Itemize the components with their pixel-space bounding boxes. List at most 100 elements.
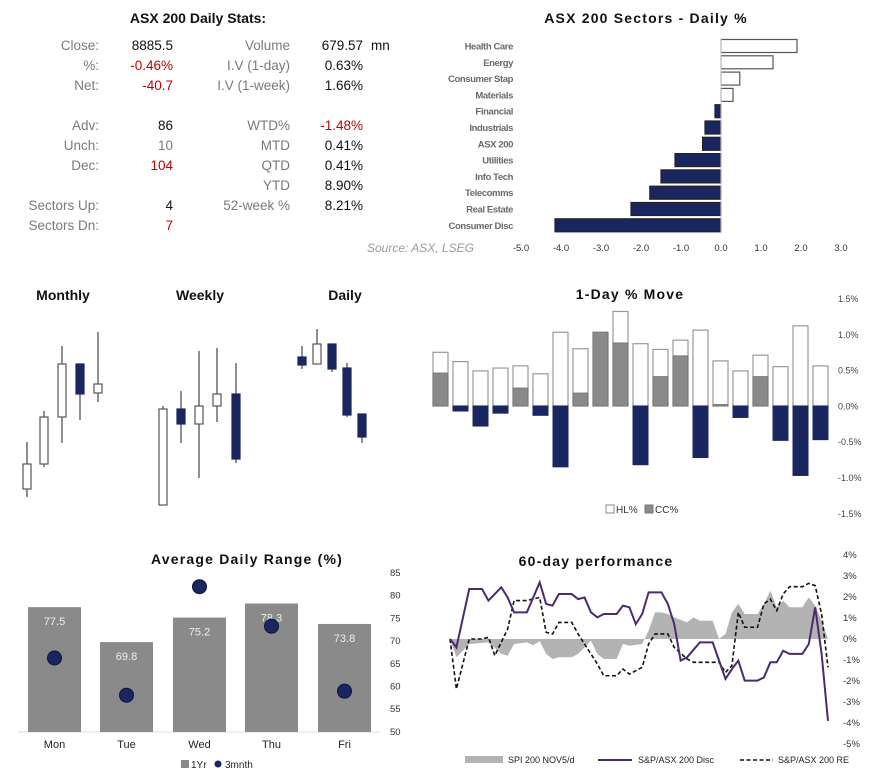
legend-swatch-spi: [465, 756, 503, 763]
cc-bar: [712, 404, 729, 407]
stat-unit: mn: [371, 38, 390, 53]
stat-label: YTD: [263, 178, 290, 193]
cc-bar: [692, 405, 709, 459]
stat-label: Sectors Dn:: [28, 218, 99, 233]
sector-bar: [630, 201, 722, 217]
candle-down: [231, 393, 241, 460]
sector-bar: [720, 71, 741, 86]
dot-3mnth: [337, 683, 352, 699]
x-tick-label: 3.0: [834, 243, 847, 254]
candle-up: [39, 416, 49, 465]
sector-bar: [714, 104, 722, 119]
sector-bar: [720, 55, 774, 70]
bar-data-label: 69.8: [116, 651, 137, 663]
stat-value: 104: [150, 158, 173, 173]
y-tick-label: 60: [390, 682, 401, 693]
candle-down: [357, 413, 367, 438]
sector-label: Real Estate: [466, 205, 513, 216]
stat-value: 0.41%: [324, 138, 363, 153]
legend-label: CC%: [655, 505, 678, 516]
sixty-day-chart-title: 60-day performance: [518, 553, 674, 569]
stat-value: -1.48%: [320, 118, 363, 133]
y-tick-label: 55: [390, 704, 401, 715]
sector-label: Consumer Disc: [449, 221, 514, 232]
stat-label: Volume: [244, 38, 290, 53]
candle-down: [327, 343, 337, 370]
y-tick-label: -0.5%: [838, 437, 862, 447]
y-tick-label: 0.5%: [838, 366, 859, 376]
stat-label: I.V (1-week): [217, 78, 290, 93]
re-line: [449, 582, 829, 690]
hl-bar: [772, 366, 789, 407]
sectors-chart-title: ASX 200 Sectors - Daily %: [544, 10, 748, 26]
dot-3mnth: [192, 579, 207, 595]
stat-label: Dec:: [71, 158, 99, 173]
sector-label: Telecomms: [465, 188, 513, 199]
dot-3mnth: [47, 650, 62, 666]
stats-title: ASX 200 Daily Stats:: [129, 10, 267, 26]
hl-bar: [532, 373, 549, 407]
legend-swatch-cc: [644, 504, 654, 514]
x-tick-label: Mon: [44, 739, 65, 751]
hl-bar: [692, 329, 709, 407]
candle-up: [22, 463, 32, 490]
y-tick-label: -4%: [843, 718, 860, 729]
cc-bar: [492, 405, 509, 414]
legend-swatch-3mnth: [214, 760, 222, 768]
cc-bar: [772, 405, 789, 441]
sector-bar: [720, 38, 798, 54]
stat-value: 8.90%: [324, 178, 363, 193]
sector-bar: [660, 169, 722, 184]
sector-bar: [554, 218, 722, 233]
sector-bar: [649, 185, 722, 200]
stat-label: QTD: [261, 158, 291, 173]
stat-label: Unch:: [63, 138, 99, 153]
y-tick-label: 0.0%: [838, 401, 859, 411]
hl-bar: [472, 370, 489, 407]
legend-label: HL%: [616, 505, 638, 516]
stat-label: I.V (1-day): [226, 58, 290, 73]
y-tick-label: 65: [390, 659, 401, 670]
cc-bar: [512, 387, 529, 407]
cc-bar: [632, 405, 649, 466]
sector-bar: [720, 87, 734, 103]
bar-1yr: [173, 617, 226, 732]
cc-bar: [432, 372, 449, 407]
candle-up: [312, 343, 322, 365]
dot-3mnth: [264, 618, 279, 634]
cc-bar: [552, 405, 569, 468]
hl-bar: [492, 367, 509, 407]
cc-bar: [752, 376, 769, 407]
candle-up: [158, 408, 168, 506]
cc-bar: [572, 392, 589, 407]
y-tick-label: 1.5%: [838, 294, 859, 304]
y-tick-label: 3%: [843, 571, 857, 582]
y-tick-label: -1.5%: [838, 509, 862, 519]
legend-label: 3mnth: [225, 760, 253, 771]
spi-area: [450, 590, 828, 659]
stat-value: 86: [157, 118, 173, 133]
stat-value: -0.46%: [130, 58, 173, 73]
weekly-title: Weekly: [176, 287, 224, 303]
candle-down: [297, 356, 307, 366]
bar-data-label: 75.2: [189, 627, 210, 639]
y-tick-label: -1%: [843, 655, 860, 666]
y-tick-label: 80: [390, 591, 401, 602]
stat-value: 679.57: [321, 38, 363, 53]
x-tick-label: 0.0: [714, 243, 727, 254]
cc-bar: [652, 376, 669, 407]
hl-bar: [632, 343, 649, 407]
bar-1yr: [28, 607, 81, 732]
hl-bar: [452, 361, 469, 407]
sector-label: Industrials: [469, 123, 513, 134]
candle-down: [176, 408, 186, 425]
stat-value: -40.7: [142, 78, 173, 93]
y-tick-label: -5%: [843, 739, 860, 750]
dot-3mnth: [119, 687, 134, 703]
daily-title: Daily: [328, 287, 362, 303]
stat-value: 8885.5: [131, 38, 173, 53]
stat-label: MTD: [260, 138, 290, 153]
stat-label: Adv:: [71, 118, 99, 133]
candle-up: [93, 383, 103, 394]
